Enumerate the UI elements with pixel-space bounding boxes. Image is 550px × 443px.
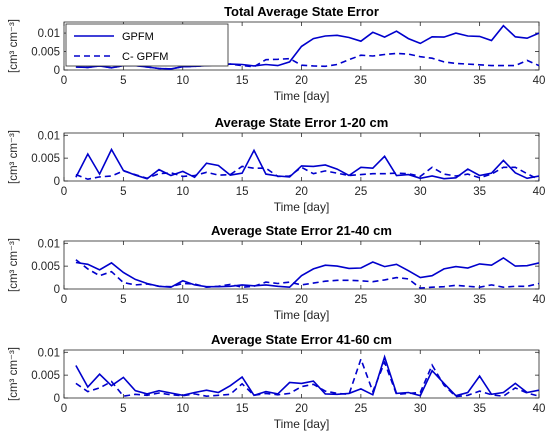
x-tick-label: 10: [176, 403, 189, 415]
y-tick-label: 0.005: [31, 153, 60, 165]
x-tick-label: 40: [533, 186, 546, 198]
series-line-c-gpfm: [75, 165, 539, 181]
y-tick-label: 0.005: [31, 261, 60, 273]
chart-title: Total Average State Error: [224, 4, 379, 19]
plot-area: [63, 349, 540, 399]
legend-box: [65, 23, 229, 67]
y-tick-label: 0: [54, 393, 60, 405]
x-tick-label: 40: [533, 294, 546, 306]
series-line-c-gpfm: [75, 356, 539, 398]
y-tick-label: 0: [54, 176, 60, 188]
plot-area: [63, 132, 540, 182]
legend-label: C- GPFM: [122, 51, 168, 63]
x-tick-label: 20: [295, 75, 308, 87]
legend: GPFM C- GPFM: [65, 23, 229, 67]
x-tick-label: 40: [533, 403, 546, 415]
x-tick-label: 10: [176, 186, 189, 198]
x-tick-label: 20: [295, 186, 308, 198]
y-tick-label: 0: [54, 284, 60, 296]
x-axis-label: Time [day]: [274, 89, 330, 103]
series-line-gpfm: [75, 147, 539, 180]
x-tick-label: 35: [473, 186, 486, 198]
chart-title: Average State Error 1-20 cm: [215, 115, 389, 130]
x-tick-label: 30: [414, 75, 427, 87]
y-axis-label: [cm³ cm⁻³]: [8, 19, 20, 73]
x-axis-label: Time [day]: [274, 417, 330, 431]
x-axis-label: Time [day]: [274, 308, 330, 322]
y-tick-label: 0.005: [31, 370, 60, 382]
y-tick-label: 0.005: [31, 47, 60, 59]
y-tick-label: 0.01: [38, 130, 60, 142]
x-tick-label: 25: [354, 403, 367, 415]
x-tick-label: 5: [120, 186, 126, 198]
series-line-gpfm: [75, 354, 539, 397]
chart-title: Average State Error 21-40 cm: [211, 223, 392, 238]
x-tick-label: 5: [120, 403, 126, 415]
x-tick-label: 30: [414, 294, 427, 306]
chart-panel-2: Average State Error 1-20 cm 0 5 10 15 20 25 30 3…: [8, 115, 545, 214]
y-axis-label: [cm³ cm⁻³]: [8, 347, 20, 401]
x-tick-label: 40: [533, 75, 546, 87]
series-line-gpfm: [75, 24, 539, 70]
x-tick-label: 10: [176, 75, 189, 87]
x-tick-label: 15: [236, 403, 249, 415]
x-tick-label: 5: [120, 75, 126, 87]
legend-label: GPFM: [122, 31, 154, 43]
y-axis-label: [cm³ cm⁻³]: [8, 238, 20, 292]
chart-panel-1: Total Average State Error 0 5 10 15 20 25 30 35 4…: [8, 4, 545, 103]
series-line-c-gpfm: [75, 259, 539, 289]
y-axis-label: [cm³ cm⁻³]: [8, 130, 20, 184]
y-tick-label: 0.01: [38, 28, 60, 40]
x-tick-label: 0: [61, 75, 67, 87]
x-tick-label: 0: [61, 403, 67, 415]
x-tick-label: 10: [176, 294, 189, 306]
x-tick-label: 20: [295, 403, 308, 415]
x-tick-label: 0: [61, 186, 67, 198]
chart-panel-4: Average State Error 41-60 cm 0 5 10 15 20 25 30…: [8, 332, 545, 431]
series-line-gpfm: [75, 256, 539, 289]
x-axis-label: Time [day]: [274, 200, 330, 214]
x-tick-label: 25: [354, 186, 367, 198]
x-tick-label: 35: [473, 75, 486, 87]
x-tick-label: 35: [473, 403, 486, 415]
x-tick-label: 20: [295, 294, 308, 306]
plot-area: [63, 240, 540, 290]
x-tick-label: 25: [354, 294, 367, 306]
x-tick-label: 30: [414, 186, 427, 198]
series-line-c-gpfm: [75, 52, 539, 70]
x-tick-label: 15: [236, 75, 249, 87]
x-tick-label: 35: [473, 294, 486, 306]
x-tick-label: 30: [414, 403, 427, 415]
x-tick-label: 15: [236, 294, 249, 306]
y-tick-label: 0: [54, 65, 60, 77]
x-tick-label: 5: [120, 294, 126, 306]
x-tick-label: 0: [61, 294, 67, 306]
chart-panel-3: Average State Error 21-40 cm 0 5 10 15 20 25 30…: [8, 223, 545, 322]
y-tick-label: 0.01: [38, 347, 60, 359]
x-tick-label: 25: [354, 75, 367, 87]
chart-title: Average State Error 41-60 cm: [211, 332, 392, 347]
y-tick-label: 0.01: [38, 238, 60, 250]
x-tick-label: 15: [236, 186, 249, 198]
